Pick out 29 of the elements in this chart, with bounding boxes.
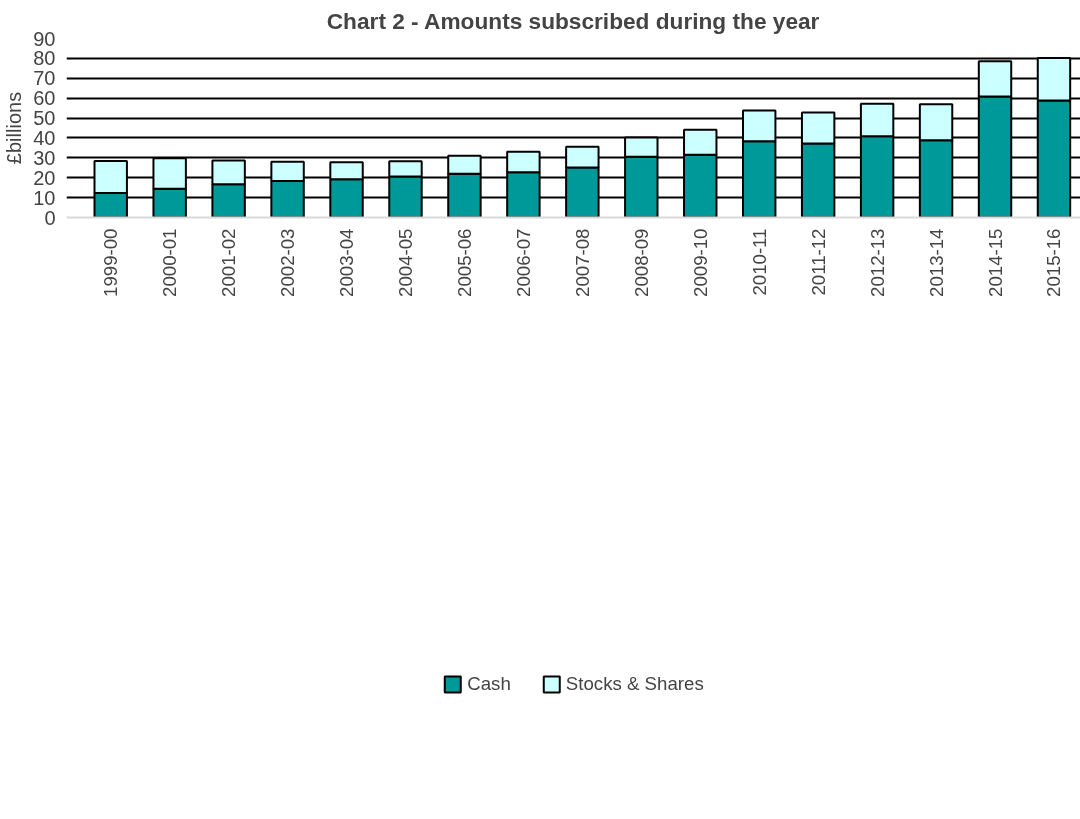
x-tick-label: 2012-13 [866,228,888,297]
x-tick-label: 2008-09 [630,228,652,297]
y-tick-label: 30 [33,146,56,169]
y-tick-label: 80 [33,47,56,70]
x-tick-label: 2015-16 [1043,228,1065,297]
x-tick-label: 2002-03 [277,228,299,297]
x-tick-label: 2005-06 [453,228,475,297]
x-tick-label: 2009-10 [689,228,711,297]
x-tick-label: 2010-11 [748,228,770,296]
legend-label: Cash [467,672,511,695]
y-tick-label: 20 [33,166,56,189]
y-tick-label: 70 [33,67,56,90]
y-tick-label: 60 [33,87,56,110]
y-tick-label: 0 [44,206,56,229]
x-tick-label: 2007-08 [571,228,593,297]
x-tick-label: 2014-15 [984,228,1006,297]
y-tick-label: 90 [33,27,56,50]
chart-title: Chart 2 - Amounts subscribed during the year [326,7,820,34]
x-tick-label: 2003-04 [336,228,358,297]
x-tick-label: 2006-07 [512,228,534,297]
x-tick-label: 2000-01 [159,228,181,297]
y-tick-label: 10 [33,186,56,209]
x-tick-label: 1999-00 [100,228,122,297]
x-tick-label: 2004-05 [394,228,416,297]
x-tick-label: 2001-02 [218,228,240,297]
y-axis-title: £billions [3,91,26,165]
legend-label: Stocks & Shares [565,672,704,695]
x-tick-label: 2013-14 [925,228,947,297]
x-tick-label: 2011-12 [807,228,829,296]
